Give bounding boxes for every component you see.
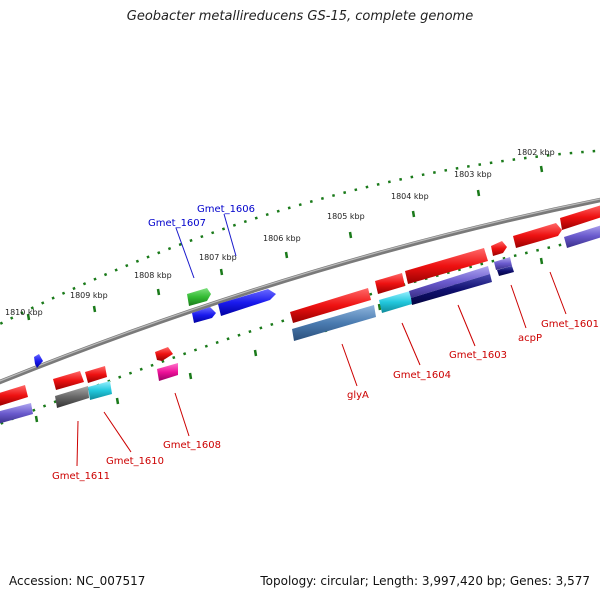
gene-cyan-gmet-1610[interactable]: [88, 381, 112, 400]
ruler-label-1804: 1804 kbp: [391, 192, 429, 201]
gene-label-gmet-1606[interactable]: Gmet_1606: [197, 204, 255, 215]
gene-label-gmet-1608[interactable]: Gmet_1608: [163, 440, 221, 451]
gene-label-gmet-1603[interactable]: Gmet_1603: [449, 350, 507, 361]
gene-violet-gmet-1603[interactable]: [409, 266, 490, 298]
gene-navy-acpp[interactable]: [497, 266, 514, 276]
blue-leader-lines: [175, 213, 237, 279]
ruler-label-1805: 1805 kbp: [327, 212, 365, 221]
gene-red-arrow-left-edge[interactable]: [0, 385, 28, 406]
gene-label-glya[interactable]: glyA: [347, 390, 369, 401]
gene-navy-gmet-1603[interactable]: [411, 274, 492, 305]
gene-label-gmet-1610[interactable]: Gmet_1610: [106, 456, 164, 467]
gene-blue-small-arrow[interactable]: [34, 354, 43, 368]
outer-ruler: [0, 149, 600, 326]
accession-text: Accession: NC_007517: [9, 574, 146, 588]
gene-red-arrow-glya[interactable]: [290, 288, 371, 323]
gene-red-arrow-gmet-1610[interactable]: [85, 366, 107, 383]
ruler-label-1810: 1810 kbp: [5, 308, 43, 317]
gene-violet-acpp[interactable]: [494, 257, 512, 270]
ruler-label-1808: 1808 kbp: [134, 271, 172, 280]
gene-green-arrow[interactable]: [187, 288, 211, 306]
gene-label-gmet-1604[interactable]: Gmet_1604: [393, 370, 451, 381]
gene-red-arrow-gmet-1604[interactable]: [375, 273, 405, 294]
genome-backbone: [0, 197, 600, 385]
gene-label-gmet-1607[interactable]: Gmet_1607: [148, 218, 206, 229]
gene-red-arrow-gmet-1601-a[interactable]: [513, 223, 562, 248]
ruler-label-1809: 1809 kbp: [70, 291, 108, 300]
ruler-label-1803: 1803 kbp: [454, 170, 492, 179]
gene-violet-left-edge[interactable]: [0, 403, 33, 424]
gene-label-acpp[interactable]: acpP: [518, 333, 542, 344]
gene-label-gmet-1601[interactable]: Gmet_1601: [541, 319, 599, 330]
gene-blue-arrow-gmet-1607[interactable]: [192, 307, 216, 323]
gene-red-arrow-gmet-1603[interactable]: [405, 248, 488, 284]
gene-red-arrow-gmet-1608[interactable]: [155, 347, 173, 361]
gene-label-gmet-1611[interactable]: Gmet_1611: [52, 471, 110, 482]
outer-ruler-ticks: [26, 165, 544, 321]
gene-red-arrow-gmet-1611[interactable]: [53, 371, 84, 390]
gene-blue-arrow-gmet-1606[interactable]: [218, 289, 276, 316]
gene-violet-gmet-1601[interactable]: [564, 224, 600, 248]
ruler-label-1806: 1806 kbp: [263, 234, 301, 243]
gene-magenta-arrow-gmet-1608[interactable]: [157, 363, 178, 381]
gene-red-arrow-acpp[interactable]: [491, 241, 507, 256]
ruler-label-1807: 1807 kbp: [199, 253, 237, 262]
gene-steel-glya[interactable]: [292, 305, 376, 341]
genome-backbone-highlight: [0, 198, 600, 382]
gene-gray-gmet-1611[interactable]: [55, 386, 89, 408]
red-leader-lines: [76, 271, 567, 467]
gene-red-arrow-gmet-1601-b[interactable]: [560, 204, 600, 230]
genome-summary-text: Topology: circular; Length: 3,997,420 bp…: [260, 574, 590, 588]
genome-title: Geobacter metallireducens GS-15, complet…: [126, 9, 474, 24]
outer-ruler-dots: [0, 149, 600, 326]
ruler-label-1802: 1802 kbp: [517, 148, 555, 157]
gene-cyan-gmet-1604[interactable]: [379, 291, 412, 313]
